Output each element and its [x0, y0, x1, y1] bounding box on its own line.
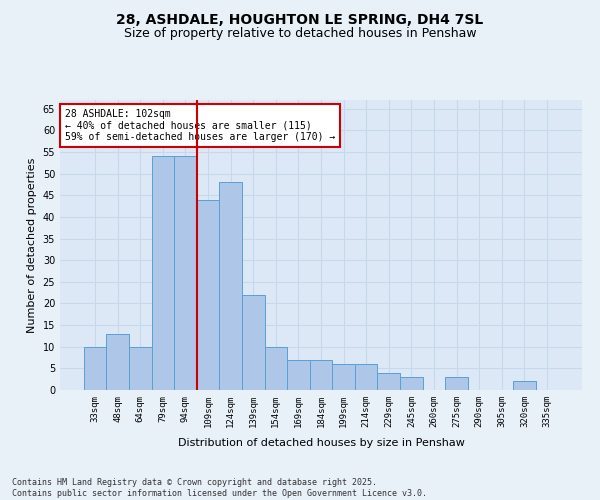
Bar: [197, 200, 220, 390]
Bar: [445, 377, 468, 390]
Bar: [174, 156, 197, 390]
Bar: [242, 295, 265, 390]
Text: Contains HM Land Registry data © Crown copyright and database right 2025.
Contai: Contains HM Land Registry data © Crown c…: [12, 478, 427, 498]
Text: 28 ASHDALE: 102sqm
← 40% of detached houses are smaller (115)
59% of semi-detach: 28 ASHDALE: 102sqm ← 40% of detached hou…: [65, 108, 335, 142]
Bar: [310, 360, 332, 390]
Bar: [152, 156, 174, 390]
Bar: [287, 360, 310, 390]
Text: 28, ASHDALE, HOUGHTON LE SPRING, DH4 7SL: 28, ASHDALE, HOUGHTON LE SPRING, DH4 7SL: [116, 12, 484, 26]
Bar: [220, 182, 242, 390]
Bar: [377, 372, 400, 390]
Bar: [332, 364, 355, 390]
Text: Size of property relative to detached houses in Penshaw: Size of property relative to detached ho…: [124, 28, 476, 40]
Text: Distribution of detached houses by size in Penshaw: Distribution of detached houses by size …: [178, 438, 464, 448]
Bar: [106, 334, 129, 390]
Bar: [513, 382, 536, 390]
Bar: [129, 346, 152, 390]
Bar: [84, 346, 106, 390]
Bar: [355, 364, 377, 390]
Y-axis label: Number of detached properties: Number of detached properties: [27, 158, 37, 332]
Bar: [400, 377, 422, 390]
Bar: [265, 346, 287, 390]
